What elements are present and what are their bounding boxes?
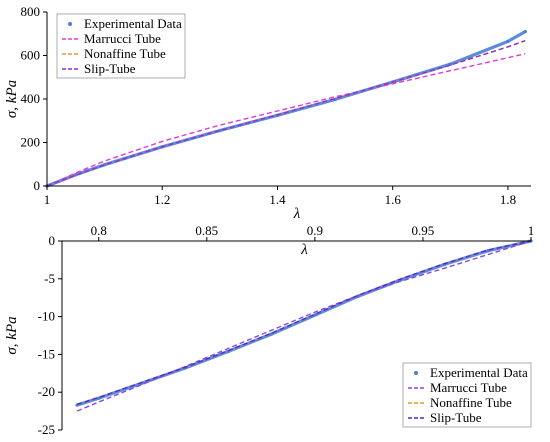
y-tick-label: 0 bbox=[34, 178, 41, 193]
x-tick-label: 1 bbox=[44, 192, 51, 207]
y-tick-label: -20 bbox=[38, 384, 55, 399]
data-point bbox=[270, 332, 274, 336]
y-tick-label: -25 bbox=[38, 422, 55, 437]
chart-bottom: 0.8 0.85 0.9 0.95 1 0 -5 -10 -15 -20 -25 λ σ, kPa Ex… bbox=[4, 223, 534, 437]
legend-label: Experimental Data bbox=[430, 365, 528, 380]
data-point bbox=[97, 396, 101, 400]
x-tick-label: 1.4 bbox=[269, 192, 286, 207]
y-tick-label: 0 bbox=[49, 233, 56, 248]
data-point bbox=[74, 173, 78, 177]
data-point bbox=[523, 29, 527, 34]
x-axis-label: λ bbox=[300, 242, 308, 258]
x-tick-label: 1.2 bbox=[154, 192, 170, 207]
y-tick-label: -5 bbox=[44, 271, 55, 286]
y-tick-label: 200 bbox=[21, 135, 41, 150]
legend-label: Marrucci Tube bbox=[430, 380, 507, 395]
legend-label: Nonaffine Tube bbox=[84, 46, 166, 61]
series-line-slip-tube bbox=[46, 40, 526, 187]
y-axis-label: σ, kPa bbox=[4, 80, 20, 118]
data-point bbox=[313, 313, 317, 317]
chart-top: 1 1.2 1.4 1.6 1.8 0 200 400 600 800 λ σ, kPa Experi… bbox=[4, 4, 531, 222]
y-tick-label: -10 bbox=[38, 309, 55, 324]
legend-label: Nonaffine Tube bbox=[430, 395, 512, 410]
legend-label: Slip-Tube bbox=[430, 410, 482, 425]
y-tick-label: -15 bbox=[38, 346, 55, 361]
x-tick-label: 1 bbox=[528, 223, 535, 238]
data-point bbox=[486, 249, 490, 253]
series-line-marrucci-tube bbox=[46, 53, 526, 187]
data-point bbox=[506, 39, 510, 43]
x-tick-label: 0.9 bbox=[307, 223, 323, 238]
y-tick-label: 400 bbox=[21, 91, 41, 106]
y-axis-label: σ, kPa bbox=[4, 316, 20, 354]
legend-box bbox=[56, 13, 186, 79]
x-tick-label: 0.8 bbox=[91, 223, 107, 238]
x-tick-label: 0.95 bbox=[412, 223, 435, 238]
legend-label: Slip-Tube bbox=[84, 61, 136, 76]
legend-label: Experimental Data bbox=[84, 16, 182, 31]
x-tick-label: 1.8 bbox=[500, 192, 516, 207]
legend-box bbox=[402, 362, 532, 428]
legend-label: Marrucci Tube bbox=[84, 31, 161, 46]
legend-swatch-point bbox=[414, 371, 418, 375]
series-line-marrucci-tube bbox=[76, 240, 532, 412]
series-line-slip-tube bbox=[76, 240, 532, 405]
x-tick-label: 0.85 bbox=[195, 223, 218, 238]
legend-swatch-point bbox=[68, 22, 72, 26]
x-axis-label: λ bbox=[293, 206, 301, 222]
y-tick-label: 600 bbox=[21, 48, 41, 63]
x-tick-label: 1.6 bbox=[385, 192, 402, 207]
y-tick-label: 800 bbox=[21, 4, 41, 19]
